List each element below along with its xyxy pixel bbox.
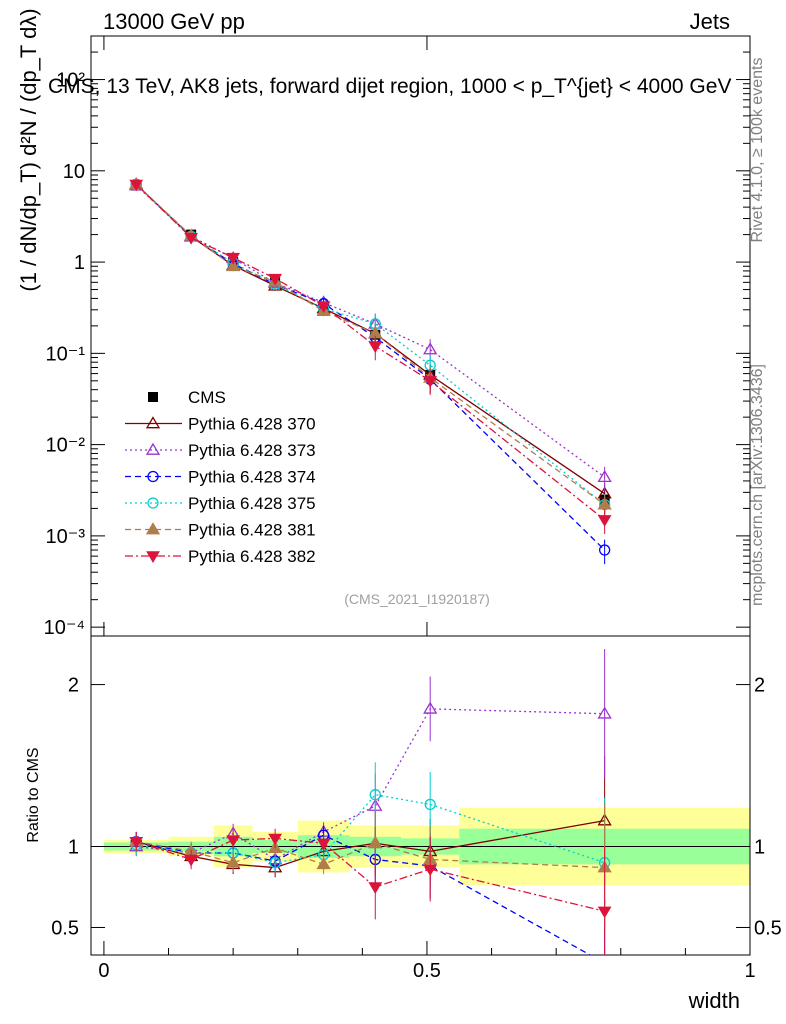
data-point [423, 376, 438, 388]
header-right: Jets [690, 9, 730, 34]
data-point [597, 469, 612, 483]
chart-title: CMS, 13 TeV, AK8 jets, forward dijet reg… [48, 75, 731, 98]
data-point [226, 252, 241, 265]
data-point [598, 544, 611, 556]
ratio-point [423, 701, 438, 714]
ratio-frame [90, 635, 751, 956]
main-ytick-label: 10⁻² [46, 435, 86, 457]
ratio-line [136, 837, 605, 912]
legend-marker [145, 442, 161, 455]
ratio-xtick-label: 1 [744, 960, 755, 982]
data-point [597, 497, 612, 510]
ratio-point [316, 857, 331, 870]
data-point [268, 273, 283, 286]
ratio-panel: 0.5 0.5 1 1 2 2 0 0.5 1 [51, 635, 782, 982]
series-line [135, 183, 606, 521]
ratio-ytick-label-right: 0.5 [754, 917, 782, 939]
legend-label: Pythia 6.428 374 [188, 468, 316, 487]
ratio-point [597, 906, 612, 919]
ratio-point [369, 789, 381, 801]
legend-marker [145, 522, 161, 535]
ratio-series-group [129, 648, 612, 955]
ratio-point [423, 864, 438, 877]
ratio-point [226, 855, 241, 868]
ratio-ytick-label-right: 2 [754, 675, 765, 697]
main-frame [90, 35, 751, 637]
legend-marker [147, 497, 159, 509]
legend-marker [145, 416, 161, 429]
legend-label: Pythia 6.428 370 [188, 415, 316, 434]
data-point [129, 179, 144, 192]
legend-marker [147, 470, 159, 483]
rivet-label: Rivet 4.1.0, ≥ 100k events [749, 58, 766, 243]
main-ytick-label: 1 [74, 252, 85, 274]
ratio-ylabel: Ratio to CMS [25, 747, 42, 842]
ratio-point [268, 833, 283, 846]
main-ytick-label: 10⁻⁴ [44, 617, 85, 639]
data-point [184, 232, 199, 245]
data-point [597, 515, 612, 527]
mcplots-label: mcplots.cern.ch [arXiv:1306.3436] [749, 364, 766, 606]
legend-marker [146, 551, 160, 563]
data-point [316, 301, 331, 314]
main-ytick-label: 10⁻¹ [46, 343, 86, 365]
ratio-xtick-label: 0.5 [413, 960, 441, 982]
ratio-line [136, 841, 605, 869]
data-point [226, 258, 241, 272]
ratio-point [184, 854, 199, 867]
ratio-point [368, 882, 383, 894]
ratio-ytick-label: 2 [68, 675, 79, 697]
ratio-point [368, 835, 383, 849]
watermark: (CMS_2021_I1920187) [344, 591, 490, 607]
legend-marker [148, 392, 158, 402]
ratio-ytick-label: 1 [68, 837, 79, 859]
legend-label: Pythia 6.428 382 [188, 547, 316, 566]
ratio-ytick-label: 0.5 [51, 917, 79, 939]
ratio-point [226, 835, 241, 848]
header-left: 13000 GeV pp [103, 9, 245, 34]
legend-label: Pythia 6.428 373 [188, 441, 316, 460]
ratio-point [424, 798, 436, 811]
legend-label: CMS [188, 388, 226, 407]
main-ytick-label: 10 [63, 161, 85, 183]
main-ytick-label: 10⁻³ [46, 526, 86, 548]
ratio-point [597, 706, 612, 719]
data-point [423, 342, 438, 355]
x-axis-label: width [688, 988, 740, 1013]
ratio-line [136, 793, 605, 864]
ratio-ytick-label-right: 1 [754, 837, 765, 859]
main-ytick-label: 10² [56, 70, 85, 92]
ratio-line [136, 819, 605, 869]
ratio-point [129, 836, 144, 849]
data-point [368, 341, 383, 354]
main-ylabel: (1 / dN/dp_T) d²N / (dp_T dλ) [16, 8, 41, 291]
ratio-point [316, 838, 331, 851]
ratio-xtick-label: 0 [98, 960, 109, 982]
legend-label: Pythia 6.428 375 [188, 494, 316, 513]
legend-label: Pythia 6.428 381 [188, 521, 316, 540]
